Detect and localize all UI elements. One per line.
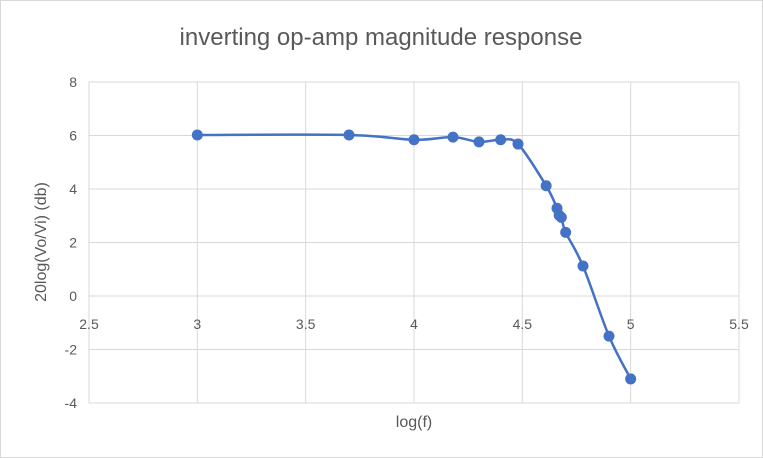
- data-point-6: [512, 138, 524, 150]
- tick-labels: 2.5 3 3.5 4 4.5 5 5.5 8 6 4 2 0 -2 -4: [65, 74, 749, 411]
- data-point-4: [473, 136, 485, 148]
- y-tick-label-6: -4: [65, 395, 78, 411]
- x-tick-label-5: 5: [627, 316, 635, 332]
- x-tick-label-3: 4: [410, 316, 418, 332]
- data-point-0: [191, 129, 203, 141]
- y-tick-label-5: -2: [65, 342, 78, 358]
- gridlines: [88, 81, 740, 404]
- chart-title: inverting op-amp magnitude response: [180, 24, 583, 51]
- data-point-13: [603, 330, 615, 342]
- x-tick-label-0: 2.5: [79, 316, 99, 332]
- y-tick-label-1: 6: [69, 128, 77, 144]
- data-point-1: [343, 129, 355, 141]
- data-point-11: [560, 226, 572, 238]
- x-tick-label-6: 5.5: [729, 316, 749, 332]
- y-tick-label-3: 2: [69, 235, 77, 251]
- data-point-12: [577, 260, 589, 272]
- x-tick-label-1: 3: [193, 316, 201, 332]
- y-tick-label-2: 4: [69, 181, 77, 197]
- y-tick-label-0: 8: [69, 74, 77, 90]
- data-point-5: [495, 134, 507, 146]
- data-point-3: [447, 131, 459, 143]
- y-axis-title: 20log(Vo/Vi) (db): [33, 182, 50, 302]
- data-point-10: [555, 211, 567, 223]
- data-point-2: [408, 134, 420, 146]
- series-layer: [191, 129, 637, 385]
- x-tick-label-4: 4.5: [513, 316, 533, 332]
- data-point-14: [625, 373, 637, 385]
- data-point-7: [540, 180, 552, 192]
- x-axis-title: log(f): [396, 414, 432, 431]
- y-tick-label-4: 0: [69, 288, 77, 304]
- x-tick-label-2: 3.5: [296, 316, 316, 332]
